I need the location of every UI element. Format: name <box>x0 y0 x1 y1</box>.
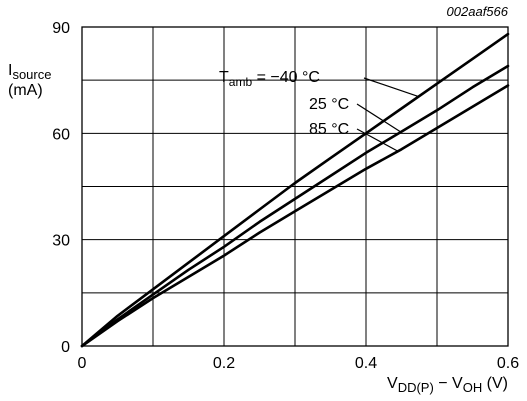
figure-id: 002aaf566 <box>447 4 509 19</box>
series-line-0 <box>80 32 510 348</box>
annotation-leader-1 <box>356 103 402 133</box>
x-axis-label-part: (V) <box>482 375 508 392</box>
temperature-annotations: Tamb = −40 °C 25 °C 85 °C <box>219 69 419 152</box>
x-tick-label: 0 <box>78 355 87 372</box>
annotation-label-40: = −40 °C <box>252 69 320 86</box>
series-line-2 <box>80 84 510 348</box>
grid-lines <box>81 26 509 347</box>
axes: 002aaf566 Isource (mA) VDD(P) − VOH (V) … <box>8 4 519 395</box>
annotation-tamb-40: Tamb = −40 °C <box>219 69 320 89</box>
series-line-1 <box>80 64 510 348</box>
series-lines <box>80 32 510 348</box>
x-axis-label-part: V <box>387 375 398 392</box>
x-tick-label: 0.4 <box>355 355 377 372</box>
annotation-leader-2 <box>356 128 399 152</box>
annotation-tamb-85: 85 °C <box>309 121 349 138</box>
x-tick-label: 0.6 <box>497 355 519 372</box>
annotation-tamb-25: 25 °C <box>309 96 349 113</box>
x-axis-label-part: − V <box>434 375 463 392</box>
y-axis-label: Isource <box>8 62 51 82</box>
y-tick-label: 30 <box>52 233 70 250</box>
y-tick-label: 90 <box>52 20 70 37</box>
y-axis-label-sub: source <box>12 67 51 82</box>
y-axis-label-main: I <box>8 62 12 79</box>
y-tick-label: 60 <box>52 126 70 143</box>
annotation-tamb-sub: amb <box>229 75 253 89</box>
annotation-leader-0 <box>363 77 419 98</box>
y-axis-unit: (mA) <box>8 82 43 99</box>
annotation-tamb-prefix: T <box>219 69 229 86</box>
x-axis-label: VDD(P) − VOH (V) <box>387 375 508 395</box>
x-axis-label-subscript: OH <box>463 380 483 395</box>
x-axis-label-subscript: DD(P) <box>398 380 434 395</box>
y-tick-label: 0 <box>61 339 70 356</box>
x-tick-label: 0.2 <box>213 355 235 372</box>
plot-frame <box>81 26 509 347</box>
